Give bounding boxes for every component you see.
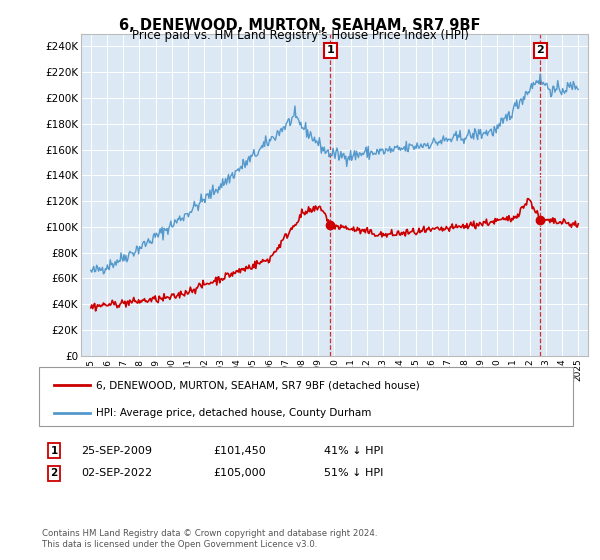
Text: 51% ↓ HPI: 51% ↓ HPI [324,468,383,478]
Text: 02-SEP-2022: 02-SEP-2022 [81,468,152,478]
Text: Price paid vs. HM Land Registry's House Price Index (HPI): Price paid vs. HM Land Registry's House … [131,29,469,42]
Text: 2: 2 [536,45,544,55]
Text: 1: 1 [50,446,58,456]
Text: HPI: Average price, detached house, County Durham: HPI: Average price, detached house, Coun… [96,408,371,418]
Text: 25-SEP-2009: 25-SEP-2009 [81,446,152,456]
Text: £101,450: £101,450 [213,446,266,456]
Text: 41% ↓ HPI: 41% ↓ HPI [324,446,383,456]
Text: 6, DENEWOOD, MURTON, SEAHAM, SR7 9BF: 6, DENEWOOD, MURTON, SEAHAM, SR7 9BF [119,18,481,33]
Text: Contains HM Land Registry data © Crown copyright and database right 2024.
This d: Contains HM Land Registry data © Crown c… [42,529,377,549]
Text: 1: 1 [326,45,334,55]
Text: 2: 2 [50,468,58,478]
Text: £105,000: £105,000 [213,468,266,478]
Text: 6, DENEWOOD, MURTON, SEAHAM, SR7 9BF (detached house): 6, DENEWOOD, MURTON, SEAHAM, SR7 9BF (de… [96,380,420,390]
